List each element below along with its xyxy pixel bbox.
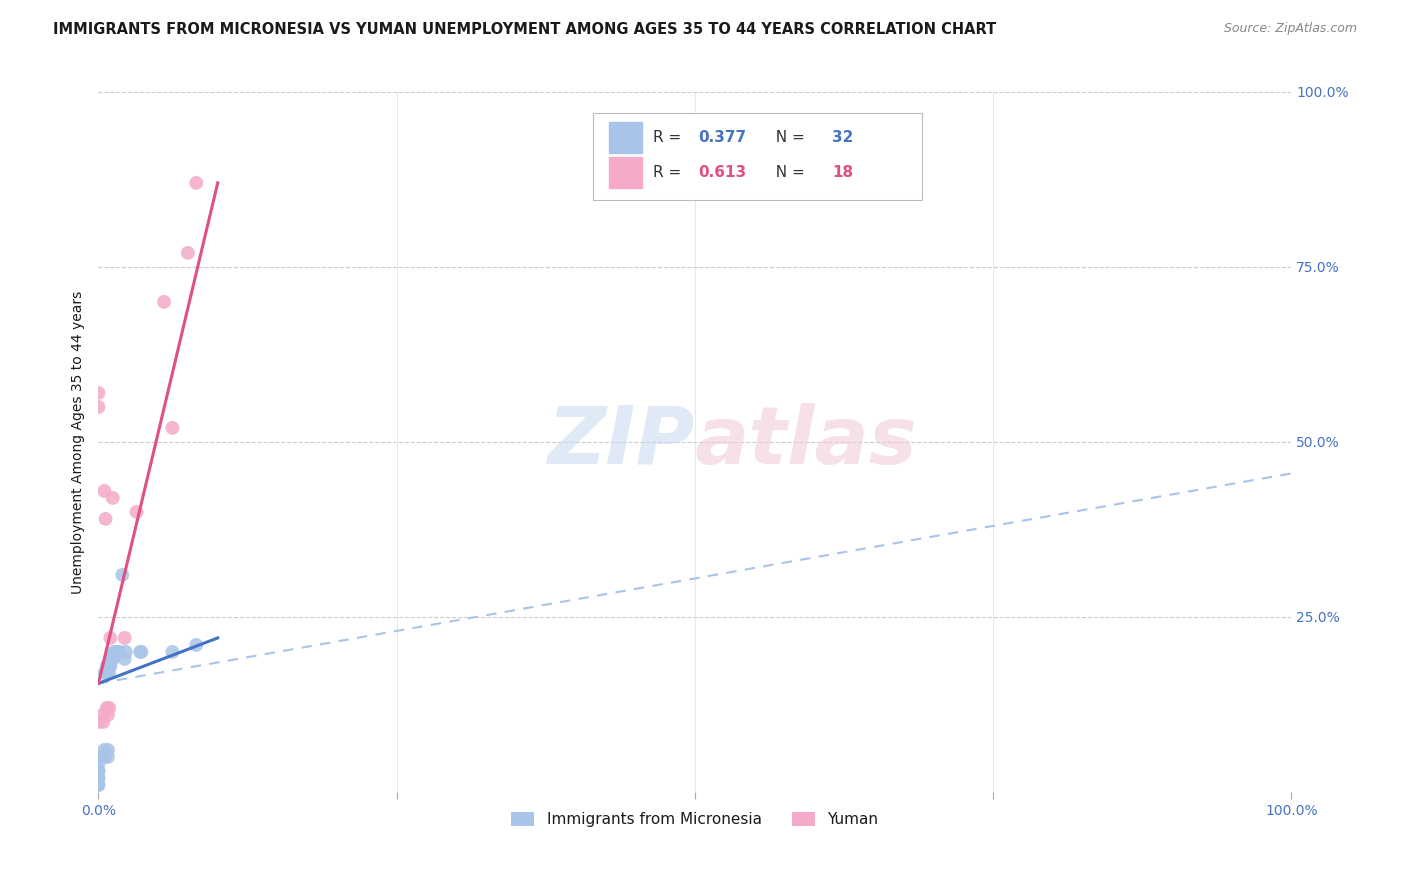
Point — [91, 708, 114, 723]
Text: N =: N = — [766, 165, 810, 180]
Point — [91, 714, 114, 729]
Point — [87, 714, 110, 729]
Text: 18: 18 — [832, 165, 853, 180]
Point — [115, 645, 138, 659]
Point — [98, 701, 121, 715]
Point — [105, 645, 128, 659]
Y-axis label: Unemployment Among Ages 35 to 44 years: Unemployment Among Ages 35 to 44 years — [72, 290, 86, 593]
Point — [96, 701, 118, 715]
FancyBboxPatch shape — [593, 113, 921, 201]
Text: 0.613: 0.613 — [699, 165, 747, 180]
Point — [111, 568, 134, 582]
Point — [103, 645, 125, 659]
Point — [87, 778, 110, 792]
Point — [98, 659, 121, 673]
Bar — [609, 157, 643, 188]
Point — [186, 638, 208, 652]
Text: IMMIGRANTS FROM MICRONESIA VS YUMAN UNEMPLOYMENT AMONG AGES 35 TO 44 YEARS CORRE: IMMIGRANTS FROM MICRONESIA VS YUMAN UNEM… — [53, 22, 997, 37]
Point — [87, 764, 110, 778]
Point — [87, 756, 110, 771]
Point — [96, 665, 118, 680]
Point — [87, 778, 110, 792]
Point — [97, 743, 120, 757]
Point — [87, 771, 110, 785]
Point — [114, 652, 136, 666]
Legend: Immigrants from Micronesia, Yuman: Immigrants from Micronesia, Yuman — [505, 806, 884, 833]
Text: ZIP: ZIP — [547, 403, 695, 481]
Text: 32: 32 — [832, 130, 853, 145]
Point — [162, 421, 184, 435]
Text: R =: R = — [654, 130, 686, 145]
Point — [87, 400, 110, 414]
Point — [100, 652, 122, 666]
Point — [98, 631, 121, 645]
Point — [98, 665, 121, 680]
Point — [97, 708, 120, 723]
Point — [93, 750, 115, 764]
Point — [98, 652, 121, 666]
Point — [153, 294, 176, 309]
Point — [87, 764, 110, 778]
Point — [177, 246, 200, 260]
Point — [186, 176, 208, 190]
Point — [94, 512, 117, 526]
Point — [96, 659, 118, 673]
Text: R =: R = — [654, 165, 686, 180]
Point — [131, 645, 153, 659]
Text: N =: N = — [766, 130, 810, 145]
Point — [101, 491, 124, 505]
Point — [87, 385, 110, 400]
Point — [93, 483, 115, 498]
Point — [129, 645, 152, 659]
Point — [108, 645, 131, 659]
Point — [125, 505, 148, 519]
Bar — [609, 121, 643, 153]
Point — [101, 652, 124, 666]
Point — [162, 645, 184, 659]
Text: atlas: atlas — [695, 403, 918, 481]
Text: 0.377: 0.377 — [699, 130, 747, 145]
Point — [98, 659, 121, 673]
Text: Source: ZipAtlas.com: Source: ZipAtlas.com — [1223, 22, 1357, 36]
Point — [87, 771, 110, 785]
Point — [107, 645, 129, 659]
Point — [87, 750, 110, 764]
Point — [97, 750, 120, 764]
Point — [93, 743, 115, 757]
Point — [93, 665, 115, 680]
Point — [114, 631, 136, 645]
